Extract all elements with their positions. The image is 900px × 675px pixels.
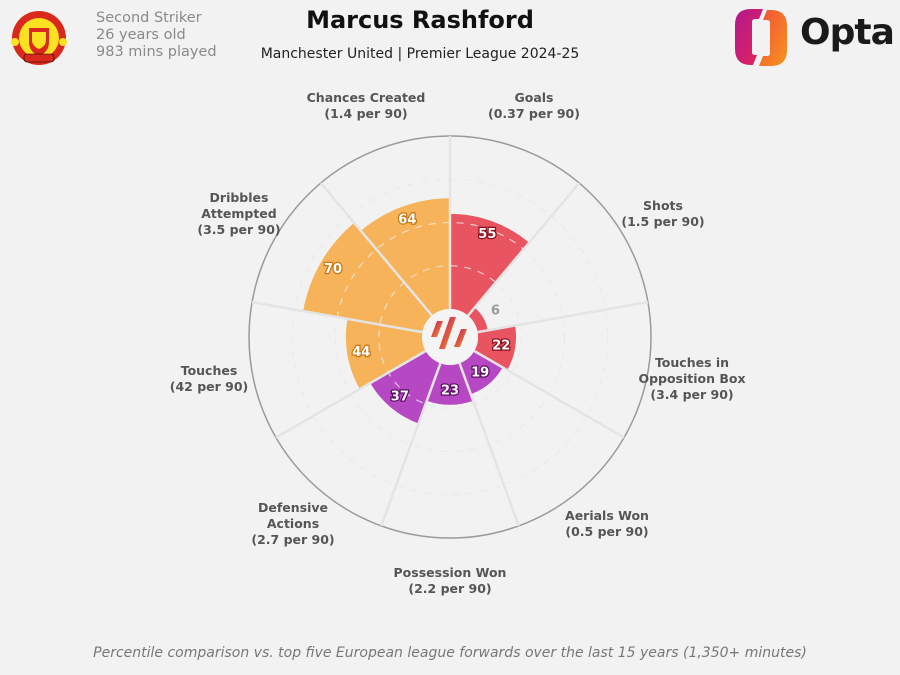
page-title: Marcus Rashford bbox=[306, 6, 534, 34]
value-label: 37 bbox=[391, 389, 409, 404]
value-label: 23 bbox=[441, 383, 459, 398]
value-label: 22 bbox=[492, 339, 510, 354]
bar-shots bbox=[467, 307, 488, 333]
value-label: 64 bbox=[398, 212, 416, 227]
value-label: 44 bbox=[352, 345, 370, 360]
bar-defensive-actions bbox=[370, 351, 441, 424]
page-subtitle: Manchester United | Premier League 2024-… bbox=[260, 46, 580, 62]
grid-ring-faint bbox=[378, 265, 522, 409]
opta-mark-icon bbox=[431, 317, 467, 349]
bar-dribbles-attempted bbox=[303, 222, 433, 333]
category-label: Touches in Opposition Box (3.4 per 90) bbox=[638, 355, 745, 402]
value-label: 19 bbox=[471, 365, 489, 380]
category-label: Goals (0.37 per 90) bbox=[488, 90, 580, 121]
bar-possession-won bbox=[426, 363, 474, 405]
bar-touches-in-opposition-box bbox=[474, 325, 517, 371]
center-hub bbox=[422, 309, 478, 365]
value-label: 70 bbox=[324, 262, 342, 277]
bar-touches bbox=[345, 318, 426, 390]
player-info: Second Striker 26 years old 983 mins pla… bbox=[96, 10, 217, 61]
opta-brand-text: Opta bbox=[800, 12, 895, 53]
divider-line bbox=[380, 362, 442, 527]
grid-ring-faint bbox=[335, 222, 565, 452]
player-minutes: 983 mins played bbox=[96, 44, 217, 60]
divider-line bbox=[477, 300, 649, 334]
divider-line bbox=[473, 349, 625, 439]
divider-line bbox=[319, 182, 433, 317]
value-label: 55 bbox=[478, 227, 496, 242]
divider-line bbox=[251, 300, 423, 334]
category-label: Aerials Won (0.5 per 90) bbox=[565, 508, 649, 539]
player-position: Second Striker bbox=[96, 10, 202, 26]
value-label: 6 bbox=[491, 303, 500, 318]
bar-goals bbox=[450, 213, 530, 316]
bar-chances-created bbox=[360, 198, 450, 316]
opta-logo-icon bbox=[735, 9, 787, 66]
category-label: Shots (1.5 per 90) bbox=[621, 198, 704, 229]
divider-line bbox=[275, 349, 427, 439]
divider-line bbox=[467, 182, 581, 317]
category-label: Dribbles Attempted (3.5 per 90) bbox=[197, 190, 280, 237]
club-crest-icon bbox=[11, 11, 67, 65]
footnote: Percentile comparison vs. top five Europ… bbox=[93, 645, 807, 661]
category-label: Possession Won (2.2 per 90) bbox=[394, 565, 507, 596]
category-label: Touches (42 per 90) bbox=[170, 363, 249, 394]
player-age: 26 years old bbox=[96, 27, 186, 43]
category-label: Defensive Actions (2.7 per 90) bbox=[251, 500, 334, 547]
category-label: Chances Created (1.4 per 90) bbox=[307, 90, 426, 121]
divider-line bbox=[458, 362, 520, 527]
